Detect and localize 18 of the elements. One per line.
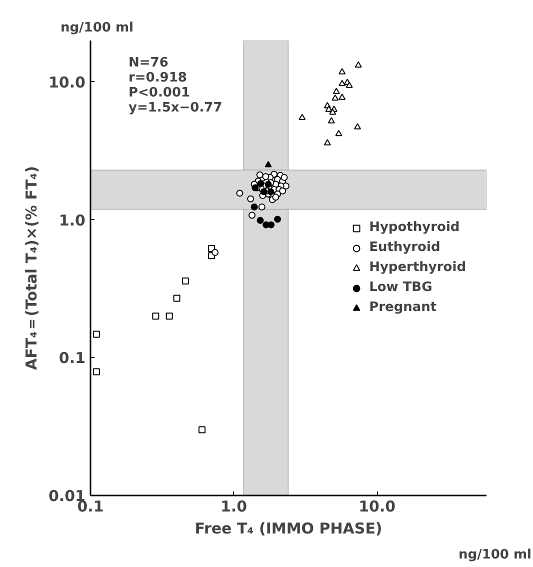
legend-label: Euthyroid bbox=[369, 240, 440, 255]
y-axis-title: AFT₄＝(Total T₄)×(% FT₄) bbox=[22, 166, 40, 370]
x-tick-label: 10.0 bbox=[358, 498, 396, 516]
x-tick-label: 1.0 bbox=[220, 498, 248, 516]
annotation: r=0.918 bbox=[128, 70, 187, 86]
annotation: y=1.5x−0.77 bbox=[128, 100, 222, 116]
y-tick-label: 10.0 bbox=[48, 73, 86, 92]
annotation: N=76 bbox=[128, 56, 168, 70]
y-tick-label: 1.0 bbox=[58, 211, 86, 230]
legend-label: Hypothyroid bbox=[369, 220, 460, 235]
legend-label: Low TBG bbox=[369, 280, 432, 295]
legend-label: Hyperthyroid bbox=[369, 260, 466, 275]
y-tick-label: 0.1 bbox=[58, 349, 86, 368]
annotation: P<0.001 bbox=[128, 86, 190, 100]
text: ng/100 ml bbox=[60, 20, 134, 36]
x-axis-title: Free T₄ (IMMO PHASE) bbox=[194, 520, 382, 538]
legend-label: Pregnant bbox=[369, 300, 437, 315]
text: ng/100 ml bbox=[458, 548, 532, 562]
